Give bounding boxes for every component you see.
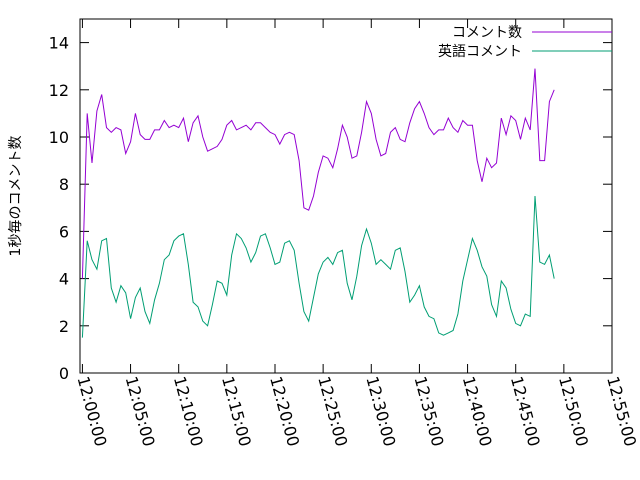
axis-ticks: 0 2 4 6 8 10 12 14 12:00:00 12:05:00 12:10:00 12:15…	[49, 19, 640, 448]
x-tick-label: 12:50:00	[555, 374, 592, 448]
y-tick-label: 8	[59, 175, 69, 194]
x-tick-label: 12:35:00	[411, 374, 448, 448]
y-tick-label: 10	[49, 128, 69, 147]
series-line-english-comments	[81, 195, 555, 338]
plot-frame	[79, 18, 613, 374]
y-tick-label: 0	[59, 364, 69, 383]
y-tick-label: 2	[59, 317, 69, 336]
x-tick-label: 12:25:00	[314, 374, 351, 448]
x-tick-label: 12:30:00	[362, 374, 399, 448]
y-tick-label: 6	[59, 222, 69, 241]
x-tick-label: 12:05:00	[122, 374, 159, 448]
legend: コメント数 英語コメント	[438, 25, 612, 60]
y-tick-label: 4	[59, 270, 69, 289]
x-tick-label: 12:10:00	[170, 374, 207, 448]
legend-label-comments: コメント数	[452, 25, 522, 41]
series-line-comments	[81, 68, 555, 279]
y-tick-label: 14	[49, 34, 69, 53]
x-tick-label: 12:40:00	[459, 374, 496, 448]
y-tick-label: 12	[49, 81, 69, 100]
x-tick-label: 12:15:00	[218, 374, 255, 448]
x-tick-label: 12:20:00	[266, 374, 303, 448]
x-tick-label: 12:00:00	[74, 374, 111, 448]
x-tick-label: 12:45:00	[507, 374, 544, 448]
y-axis-label: 1秒毎のコメント数	[8, 136, 24, 257]
legend-label-english-comments: 英語コメント	[438, 43, 522, 60]
x-tick-label: 12:55:00	[603, 374, 640, 448]
series-lines	[81, 68, 555, 338]
